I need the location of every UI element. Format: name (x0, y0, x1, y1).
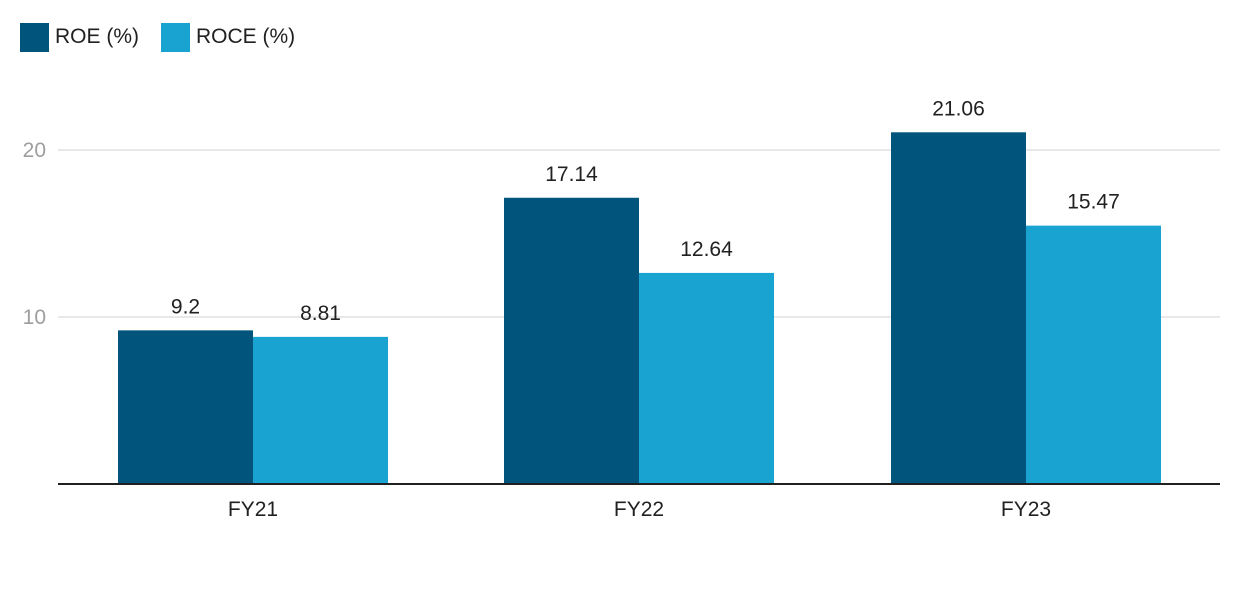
x-tick-label-fy23: FY23 (1001, 498, 1051, 521)
legend-item-roe: ROE (%) (20, 22, 139, 52)
legend-swatch-roe (20, 22, 49, 52)
bar-fy21-series-1 (253, 336, 388, 484)
bar-fy21-series-0 (118, 330, 253, 484)
chart-legend: ROE (%) ROCE (%) (20, 22, 317, 52)
x-tick-label-fy22: FY22 (614, 498, 664, 521)
legend-label-roe: ROE (%) (55, 25, 139, 48)
x-tick-label-fy21: FY21 (228, 498, 278, 521)
data-label-fy21-series-0: 9.2 (171, 295, 200, 318)
y-tick-label-20: 20 (23, 139, 46, 162)
legend-item-roce: ROCE (%) (161, 22, 296, 52)
bar-fy23-series-0 (891, 132, 1026, 484)
data-label-fy23-series-1: 15.47 (1067, 191, 1120, 214)
y-tick-label-10: 10 (23, 306, 46, 329)
bar-fy22-series-1 (639, 272, 774, 484)
legend-label-roce: ROCE (%) (196, 25, 296, 48)
bar-fy23-series-1 (1026, 225, 1161, 484)
data-label-fy21-series-1: 8.81 (300, 302, 341, 325)
legend-swatch-roce (161, 22, 190, 52)
data-label-fy23-series-0: 21.06 (932, 97, 985, 120)
data-label-fy22-series-1: 12.64 (680, 238, 733, 261)
data-label-fy22-series-0: 17.14 (545, 163, 598, 186)
bar-fy22-series-0 (504, 197, 639, 484)
